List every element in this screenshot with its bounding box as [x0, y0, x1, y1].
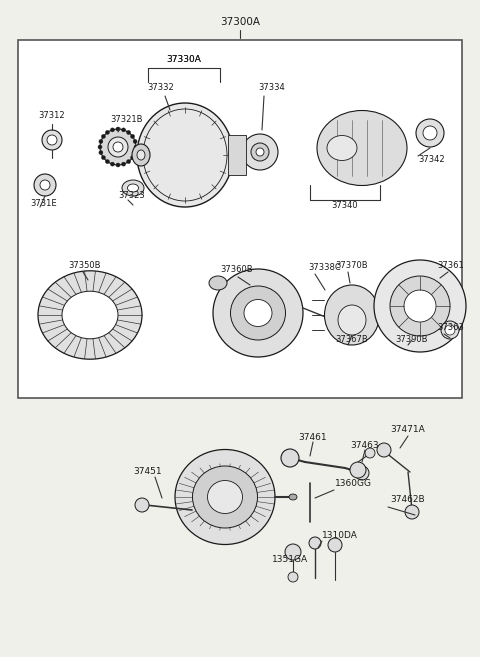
Ellipse shape	[213, 269, 303, 357]
Text: 37332: 37332	[147, 83, 174, 93]
Circle shape	[47, 135, 57, 145]
Text: 37367B: 37367B	[335, 336, 368, 344]
Circle shape	[113, 142, 123, 152]
Circle shape	[365, 448, 375, 458]
Ellipse shape	[289, 494, 297, 500]
Ellipse shape	[137, 150, 145, 160]
Circle shape	[355, 466, 369, 480]
Ellipse shape	[338, 305, 366, 335]
Text: 37360B: 37360B	[220, 265, 252, 275]
Circle shape	[251, 143, 269, 161]
Text: 3731E: 3731E	[30, 198, 57, 208]
Circle shape	[404, 290, 436, 322]
Text: 37338C: 37338C	[308, 263, 341, 271]
Text: 37321B: 37321B	[110, 116, 143, 124]
Text: 1360GG: 1360GG	[335, 478, 372, 487]
Circle shape	[121, 128, 126, 132]
Ellipse shape	[327, 135, 357, 160]
Circle shape	[256, 148, 264, 156]
Text: 37342: 37342	[418, 156, 444, 164]
Text: 37390B: 37390B	[395, 336, 428, 344]
Text: 37361: 37361	[437, 260, 464, 269]
Circle shape	[328, 538, 342, 552]
Circle shape	[288, 572, 298, 582]
Text: 37330A: 37330A	[167, 55, 202, 64]
Circle shape	[135, 498, 149, 512]
Circle shape	[377, 443, 391, 457]
Ellipse shape	[317, 110, 407, 185]
Ellipse shape	[175, 449, 275, 545]
Circle shape	[42, 130, 62, 150]
Ellipse shape	[122, 180, 144, 196]
Text: 37463: 37463	[351, 440, 379, 449]
Ellipse shape	[48, 315, 142, 330]
Ellipse shape	[324, 285, 380, 345]
Circle shape	[281, 449, 299, 467]
Text: 37312: 37312	[39, 110, 65, 120]
Ellipse shape	[207, 480, 242, 514]
Text: 1310DA: 1310DA	[322, 530, 358, 539]
Circle shape	[106, 131, 109, 135]
Circle shape	[127, 131, 131, 135]
Bar	[18, 40, 462, 398]
Text: 1351GA: 1351GA	[272, 556, 308, 564]
Text: 37471A: 37471A	[391, 426, 425, 434]
Ellipse shape	[192, 466, 257, 528]
Circle shape	[242, 134, 278, 170]
Ellipse shape	[128, 184, 139, 192]
Circle shape	[98, 145, 102, 149]
Circle shape	[309, 537, 321, 549]
Circle shape	[133, 139, 137, 143]
Circle shape	[127, 160, 131, 164]
Circle shape	[134, 145, 138, 149]
Circle shape	[121, 162, 126, 166]
Ellipse shape	[230, 286, 286, 340]
Ellipse shape	[137, 103, 233, 207]
Circle shape	[99, 139, 103, 143]
Circle shape	[133, 150, 137, 154]
Circle shape	[108, 137, 128, 157]
Circle shape	[101, 135, 106, 139]
Circle shape	[423, 126, 437, 140]
Text: 37370B: 37370B	[335, 260, 368, 269]
Circle shape	[441, 321, 459, 339]
Text: 37363: 37363	[437, 323, 464, 332]
Bar	[228, 135, 246, 175]
Circle shape	[110, 128, 114, 132]
Text: 37300A: 37300A	[220, 17, 260, 27]
Circle shape	[405, 505, 419, 519]
Circle shape	[34, 174, 56, 196]
Text: 37461: 37461	[299, 432, 327, 442]
Circle shape	[40, 180, 50, 190]
Circle shape	[106, 160, 109, 164]
Circle shape	[99, 150, 103, 154]
Circle shape	[285, 544, 301, 560]
Ellipse shape	[38, 271, 142, 359]
Circle shape	[374, 260, 466, 352]
Circle shape	[116, 127, 120, 131]
Text: 37330A: 37330A	[167, 55, 202, 64]
Ellipse shape	[244, 300, 272, 327]
Ellipse shape	[132, 144, 150, 166]
Text: 37323: 37323	[118, 191, 145, 200]
Text: 37334: 37334	[258, 83, 285, 93]
Text: 37350B: 37350B	[68, 260, 100, 269]
Circle shape	[101, 156, 106, 160]
Circle shape	[350, 462, 366, 478]
Circle shape	[445, 325, 455, 335]
Text: 37340: 37340	[332, 200, 358, 210]
Circle shape	[390, 276, 450, 336]
Circle shape	[416, 119, 444, 147]
Circle shape	[100, 129, 136, 165]
Circle shape	[131, 135, 134, 139]
Circle shape	[110, 162, 114, 166]
Text: 37451: 37451	[134, 468, 162, 476]
Circle shape	[116, 163, 120, 167]
Text: 37462B: 37462B	[390, 495, 425, 505]
Circle shape	[131, 156, 134, 160]
Ellipse shape	[62, 291, 118, 339]
Ellipse shape	[209, 276, 227, 290]
Ellipse shape	[349, 325, 361, 333]
